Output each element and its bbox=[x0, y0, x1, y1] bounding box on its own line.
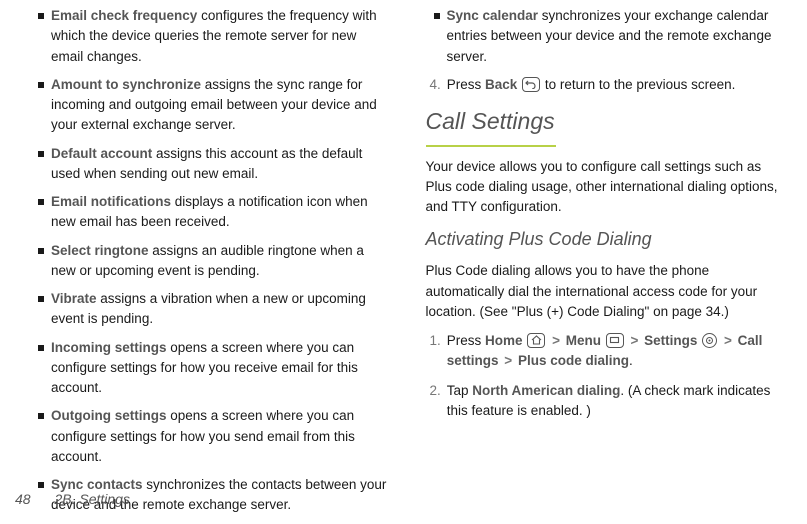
square-bullet-icon bbox=[38, 248, 44, 254]
step-number: 1. bbox=[430, 331, 441, 372]
square-bullet-icon bbox=[38, 13, 44, 19]
settings-label: Settings bbox=[644, 333, 697, 348]
plus-code-label: Plus code dialing bbox=[518, 353, 629, 368]
square-bullet-icon bbox=[38, 82, 44, 88]
square-bullet-icon bbox=[38, 345, 44, 351]
step-number: 4. bbox=[430, 75, 441, 95]
item-label: Default account bbox=[51, 146, 152, 161]
step-number: 2. bbox=[430, 381, 441, 422]
step-1-press-home: 1. Press Home > Menu > Settings > Call s… bbox=[426, 331, 788, 372]
home-icon bbox=[527, 333, 545, 348]
call-settings-intro: Your device allows you to configure call… bbox=[426, 157, 788, 218]
item-label: Email check frequency bbox=[51, 8, 197, 23]
bullet-incoming-settings: Incoming settings opens a screen where y… bbox=[30, 338, 392, 399]
bullet-default-account: Default account assigns this account as … bbox=[30, 144, 392, 185]
bullet-select-ringtone: Select ringtone assigns an audible ringt… bbox=[30, 241, 392, 282]
item-label: Vibrate bbox=[51, 291, 97, 306]
square-bullet-icon bbox=[38, 151, 44, 157]
bullet-vibrate: Vibrate assigns a vibration when a new o… bbox=[30, 289, 392, 330]
text-prefix: Press bbox=[447, 333, 485, 348]
heading-activating-plus-code: Activating Plus Code Dialing bbox=[426, 226, 788, 253]
text-prefix: Press bbox=[447, 77, 485, 92]
item-label: Sync calendar bbox=[447, 8, 539, 23]
menu-label: Menu bbox=[566, 333, 601, 348]
left-column: Email check frequency configures the fre… bbox=[30, 6, 392, 524]
step-2-tap-nad: 2. Tap North American dialing. (A check … bbox=[426, 381, 788, 422]
right-column: Sync calendar synchronizes your exchange… bbox=[426, 6, 788, 524]
square-bullet-icon bbox=[38, 413, 44, 419]
breadcrumb-separator: > bbox=[552, 333, 560, 348]
step-4-press-back: 4. Press Back to return to the previous … bbox=[426, 75, 788, 95]
bullet-outgoing-settings: Outgoing settings opens a screen where y… bbox=[30, 406, 392, 467]
breadcrumb-separator: > bbox=[504, 353, 512, 368]
item-text: assigns a vibration when a new or upcomi… bbox=[51, 291, 366, 326]
square-bullet-icon bbox=[434, 13, 440, 19]
item-label: Outgoing settings bbox=[51, 408, 167, 423]
item-label: Incoming settings bbox=[51, 340, 167, 355]
text-suffix: to return to the previous screen. bbox=[541, 77, 735, 92]
square-bullet-icon bbox=[38, 296, 44, 302]
bullet-sync-calendar: Sync calendar synchronizes your exchange… bbox=[426, 6, 788, 67]
page-number: 48 bbox=[15, 491, 31, 507]
heading-underline bbox=[426, 145, 556, 147]
nad-label: North American dialing bbox=[472, 383, 620, 398]
square-bullet-icon bbox=[38, 482, 44, 488]
bullet-amount-to-synchronize: Amount to synchronize assigns the sync r… bbox=[30, 75, 392, 136]
item-label: Email notifications bbox=[51, 194, 171, 209]
item-label: Amount to synchronize bbox=[51, 77, 201, 92]
home-label: Home bbox=[485, 333, 523, 348]
back-icon bbox=[522, 77, 540, 92]
settings-icon bbox=[702, 333, 717, 348]
bullet-email-notifications: Email notifications displays a notificat… bbox=[30, 192, 392, 233]
page-footer: 48 2B. Settings bbox=[15, 489, 130, 510]
period: . bbox=[629, 353, 633, 368]
bullet-email-check-frequency: Email check frequency configures the fre… bbox=[30, 6, 392, 67]
item-label: Select ringtone bbox=[51, 243, 149, 258]
back-label: Back bbox=[485, 77, 517, 92]
square-bullet-icon bbox=[38, 199, 44, 205]
activating-intro: Plus Code dialing allows you to have the… bbox=[426, 261, 788, 322]
heading-call-settings: Call Settings bbox=[426, 104, 788, 141]
menu-icon bbox=[606, 333, 624, 348]
section-title: 2B. Settings bbox=[54, 491, 130, 507]
breadcrumb-separator: > bbox=[631, 333, 639, 348]
text-prefix: Tap bbox=[447, 383, 473, 398]
breadcrumb-separator: > bbox=[724, 333, 732, 348]
